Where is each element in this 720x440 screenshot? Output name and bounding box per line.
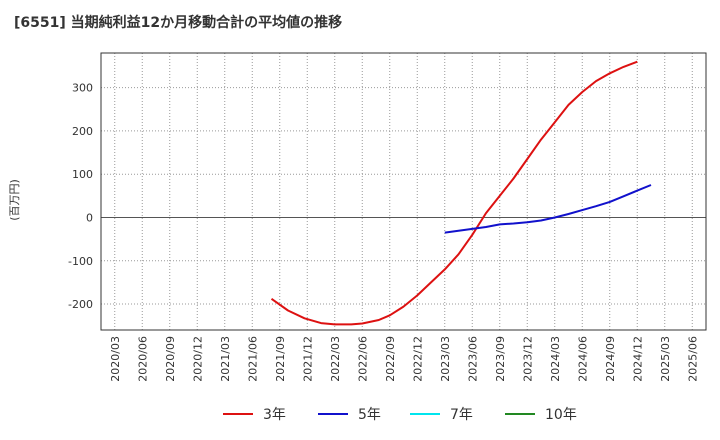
x-tick-label: 2021/09 xyxy=(274,336,287,382)
x-tick-label: 2021/06 xyxy=(246,336,259,382)
x-tick-label: 2021/03 xyxy=(219,336,232,382)
legend-label: 5年 xyxy=(358,407,381,423)
x-tick-label: 2021/12 xyxy=(301,336,314,382)
x-tick-label: 2022/09 xyxy=(384,336,397,382)
x-tick-label: 2020/09 xyxy=(164,336,177,382)
x-tick-label: 2023/03 xyxy=(439,336,452,382)
x-tick-label: 2020/06 xyxy=(136,336,149,382)
x-tick-label: 2022/06 xyxy=(356,336,369,382)
x-tick-label: 2020/03 xyxy=(109,336,122,382)
x-tick-label: 2023/09 xyxy=(494,336,507,382)
y-tick-label: 300 xyxy=(72,82,93,95)
x-tick-label: 2023/12 xyxy=(521,336,534,382)
x-tick-label: 2025/03 xyxy=(659,336,672,382)
x-tick-label: 2025/06 xyxy=(686,336,699,382)
grid xyxy=(101,53,706,330)
series-line-3年 xyxy=(270,60,638,326)
legend-label: 7年 xyxy=(450,407,473,423)
y-tick-label: 100 xyxy=(72,168,93,181)
legend-label: 10年 xyxy=(545,407,577,423)
x-tick-label: 2020/12 xyxy=(191,336,204,382)
x-tick-label: 2024/09 xyxy=(604,336,617,382)
y-tick-label: -100 xyxy=(68,255,93,268)
y-tick-label: -200 xyxy=(68,298,93,311)
x-tick-label: 2024/06 xyxy=(576,336,589,382)
series-line-5年 xyxy=(444,184,652,234)
y-axis-label: (百万円) xyxy=(8,179,21,221)
legend: 3年 5年 7年 10年 xyxy=(223,407,577,423)
x-tick-label: 2022/12 xyxy=(411,336,424,382)
plot-frame xyxy=(100,52,707,331)
y-tick-labels: 300 200 100 0 -100 -200 xyxy=(68,82,93,311)
series-lines xyxy=(270,60,652,326)
x-tick-label: 2023/06 xyxy=(466,336,479,382)
y-tick-label: 200 xyxy=(72,125,93,138)
x-tick-label: 2024/03 xyxy=(549,336,562,382)
x-tick-label: 2024/12 xyxy=(631,336,644,382)
legend-label: 3年 xyxy=(263,407,286,423)
y-tick-label: 0 xyxy=(86,211,93,224)
x-tick-label: 2022/03 xyxy=(329,336,342,382)
x-tick-labels: 2020/03 2020/06 2020/09 2020/12 2021/03 2021/… xyxy=(109,336,700,382)
chart-title: [6551] 当期純利益12か月移動合計の平均値の推移 xyxy=(14,14,342,31)
